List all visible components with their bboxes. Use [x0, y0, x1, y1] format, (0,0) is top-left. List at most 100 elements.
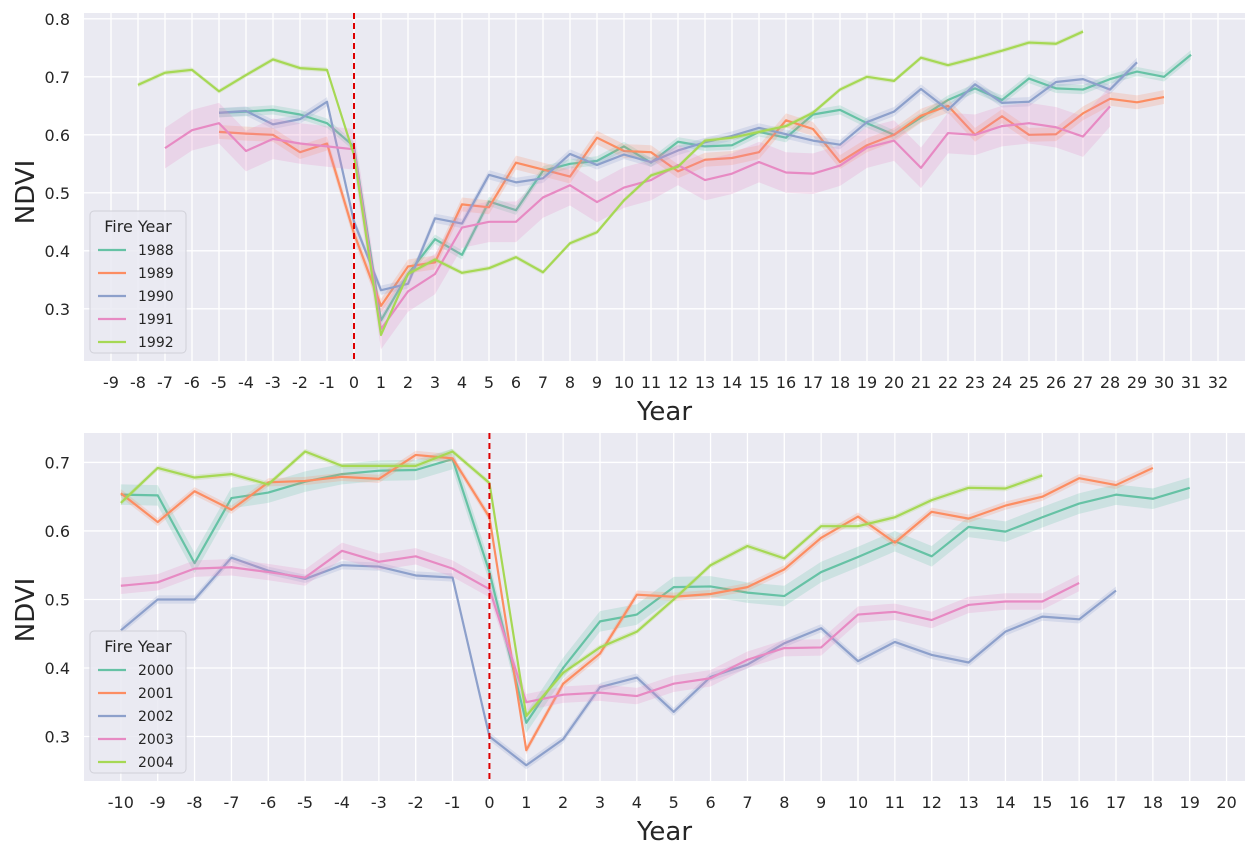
x-tick-label: 27 [1073, 373, 1093, 392]
x-tick-label: 19 [857, 373, 877, 392]
x-tick-label: -9 [103, 373, 119, 392]
x-tick-label: -4 [238, 373, 254, 392]
y-tick-label: 0.4 [45, 242, 70, 261]
x-tick-label: 26 [1046, 373, 1066, 392]
series-line [120, 453, 1154, 752]
x-tick-label: 2 [403, 373, 413, 392]
x-tick-label: 31 [1181, 373, 1201, 392]
legend-entry: 1988 [138, 243, 174, 259]
x-tick-label: -1 [319, 373, 335, 392]
series-line [120, 457, 1191, 724]
y-tick-label: 0.6 [45, 522, 70, 541]
x-tick-label: 5 [484, 373, 494, 392]
legend-entry: 1989 [138, 266, 174, 282]
x-tick-label: -2 [292, 373, 308, 392]
y-tick-label: 0.6 [45, 126, 70, 145]
x-tick-label: 15 [749, 373, 769, 392]
x-tick-label: 32 [1208, 373, 1228, 392]
x-tick-label: 24 [992, 373, 1012, 392]
x-tick-label: 21 [911, 373, 931, 392]
series-1988 [218, 50, 1192, 326]
x-tick-label: 29 [1127, 373, 1147, 392]
series-2001 [120, 450, 1154, 755]
x-tick-label: 8 [779, 793, 789, 812]
x-tick-label: 15 [1032, 793, 1052, 812]
x-tick-label: 9 [592, 373, 602, 392]
series-line [120, 549, 1080, 704]
legend-entry: 2003 [138, 732, 174, 748]
x-tick-label: 6 [705, 793, 715, 812]
legend-box [89, 210, 187, 354]
x-axis-label: Year [636, 397, 692, 427]
x-tick-label: 20 [884, 373, 904, 392]
y-tick-label: 0.5 [45, 184, 70, 203]
series-1992 [137, 29, 1084, 338]
x-tick-label: -6 [184, 373, 200, 392]
x-tick-label: 3 [595, 793, 605, 812]
x-tick-label: 16 [1069, 793, 1089, 812]
x-tick-label: 11 [641, 373, 661, 392]
x-tick-label: 20 [1216, 793, 1236, 812]
plot-background [84, 13, 1245, 361]
legend-entry: 2004 [138, 755, 174, 771]
x-tick-label: -7 [157, 373, 173, 392]
x-tick-label: -6 [260, 793, 276, 812]
x-tick-label: -9 [150, 793, 166, 812]
y-tick-label: 0.8 [45, 10, 70, 29]
x-tick-label: 12 [668, 373, 688, 392]
x-tick-label: 5 [669, 793, 679, 812]
x-tick-label: 12 [922, 793, 942, 812]
x-tick-label: 6 [511, 373, 521, 392]
x-tick-label: -8 [187, 793, 203, 812]
x-tick-label: 0 [484, 793, 494, 812]
legend-title: Fire Year [104, 637, 172, 656]
x-tick-label: -5 [297, 793, 313, 812]
x-tick-label: 0 [349, 373, 359, 392]
y-axis-label: NDVI [11, 160, 41, 224]
y-tick-label: 0.3 [45, 727, 70, 746]
y-axis-label: NDVI [11, 578, 41, 642]
legend-entry: 1992 [138, 335, 174, 351]
x-tick-label: 7 [742, 793, 752, 812]
x-tick-label: 30 [1154, 373, 1174, 392]
chart-panel-1: -9 -8 -7 -6 -5 -4 -3 -2 -1 0 1 2 3 4 5 6 7 8 9 10 11 12 13 14 15… [11, 10, 1245, 427]
x-tick-label: 13 [958, 793, 978, 812]
x-tick-label: -1 [445, 793, 461, 812]
x-tick-label: 19 [1180, 793, 1200, 812]
x-tick-label: 23 [965, 373, 985, 392]
confidence-band [120, 448, 1190, 734]
y-tick-label: 0.7 [45, 453, 70, 472]
series-1991 [164, 86, 1111, 350]
legend: Fire Year 2000 2001 2002 2003 2004 [89, 630, 187, 774]
legend: Fire Year 1988 1989 1990 1991 1992 [89, 210, 187, 354]
legend-entry: 1990 [138, 289, 174, 305]
legend-entry: 1991 [138, 312, 174, 328]
series-line [164, 105, 1111, 331]
x-tick-label: 22 [938, 373, 958, 392]
chart-panel-2: -10 -9 -8 -7 -6 -5 -4 -3 -2 -1 0 1 2 3 4 5 6 7 8 9 10 11 12 13 1… [11, 433, 1245, 847]
series-line [120, 450, 1043, 718]
x-tick-label: -3 [265, 373, 281, 392]
series-2000 [120, 448, 1191, 734]
x-tick-label: 10 [848, 793, 868, 812]
y-tick-label: 0.4 [45, 659, 70, 678]
legend-entry: 2001 [138, 686, 174, 702]
x-tick-label: 28 [1100, 373, 1120, 392]
confidence-band [165, 86, 1110, 350]
legend-entry: 2002 [138, 709, 174, 725]
x-tick-label: -7 [223, 793, 239, 812]
series-2003 [120, 542, 1080, 711]
y-tick-label: 0.7 [45, 68, 70, 87]
x-tick-label: 3 [430, 373, 440, 392]
legend-box [89, 630, 187, 774]
legend-entry: 2000 [138, 663, 174, 679]
x-tick-label: 1 [521, 793, 531, 812]
series-line [137, 30, 1084, 336]
x-tick-label: -8 [130, 373, 146, 392]
x-tick-label: 1 [376, 373, 386, 392]
confidence-band [219, 50, 1191, 326]
y-tick-label: 0.5 [45, 590, 70, 609]
x-tick-label: 10 [614, 373, 634, 392]
y-tick-label: 0.3 [45, 300, 70, 319]
